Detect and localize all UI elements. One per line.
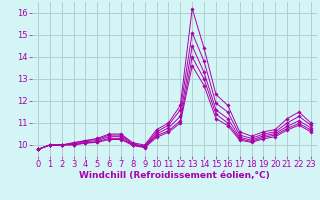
X-axis label: Windchill (Refroidissement éolien,°C): Windchill (Refroidissement éolien,°C) — [79, 171, 270, 180]
